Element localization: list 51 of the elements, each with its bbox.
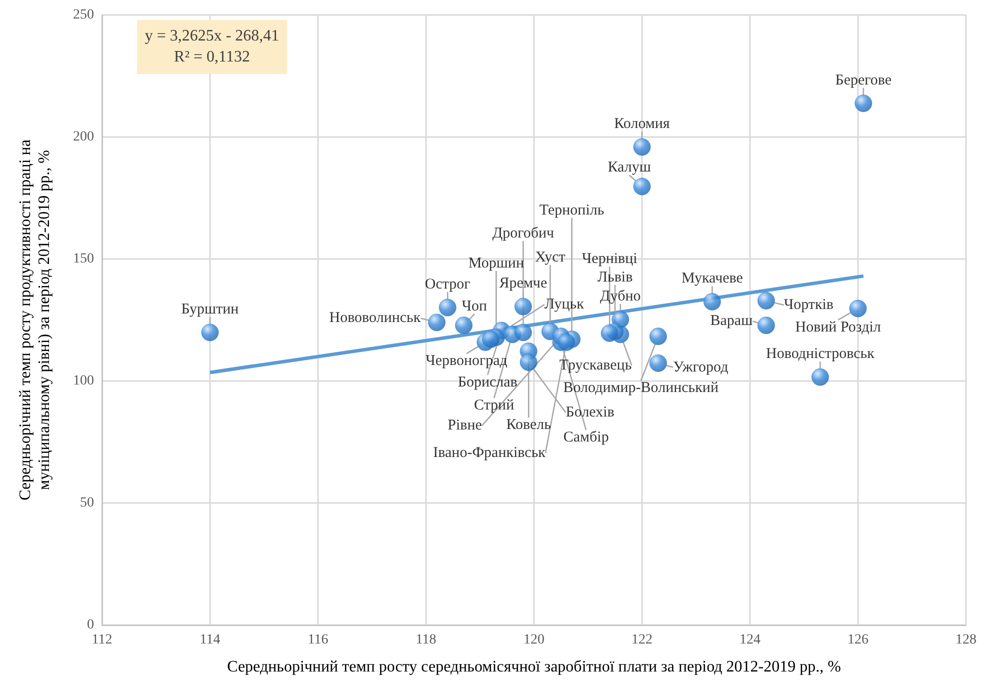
y-tick-label: 250	[73, 8, 94, 22]
data-label: Тернопіль	[539, 202, 604, 218]
data-label: Берегове	[835, 72, 892, 88]
x-axis-title: Середньорічний темп росту середньомісячної заробітної плати за період 2012-2019 рр., %	[227, 658, 841, 676]
data-label: Ковель	[506, 417, 552, 434]
x-tick-label: 128	[956, 632, 976, 648]
data-label: Болехів	[566, 404, 614, 421]
x-tick-label: 120	[524, 632, 544, 648]
data-label: Калуш	[608, 160, 652, 176]
y-tick-label: 100	[73, 374, 94, 388]
data-label: Володимир-Волинський	[563, 380, 718, 396]
data-label: Новодністровськ	[766, 346, 876, 362]
data-label: Бурштин	[181, 301, 239, 318]
data-label: Червоноград	[426, 353, 508, 370]
data-label: Вараш	[710, 313, 754, 330]
x-tick-label: 114	[200, 632, 220, 648]
x-tick-label: 112	[92, 632, 112, 648]
data-label: Дубно	[600, 288, 641, 305]
annotation: y = 3,2625x - 268,41	[144, 28, 280, 44]
data-label: Трускавець	[559, 357, 632, 374]
data-label: Моршин	[468, 255, 524, 272]
y-tick-label: 200	[73, 130, 94, 144]
data-label: Дрогобич	[492, 225, 555, 242]
x-tick-label: 118	[416, 632, 436, 648]
data-label: Коломия	[614, 116, 670, 132]
annotation: R² = 0,1132	[174, 48, 250, 66]
y-tick-label: 150	[73, 252, 94, 266]
data-label: Борислав	[458, 374, 518, 390]
data-label: Новий Розділ	[795, 319, 882, 336]
data-label: Самбір	[563, 430, 609, 446]
data-label: Львів	[597, 269, 633, 286]
data-label: Нововолинськ	[329, 310, 422, 326]
data-label: Яремче	[499, 276, 548, 292]
y-axis-title: Середньорічний темп росту продуктивності праці на муніципальному рівні) за період 2012-2019 рр., %	[17, 140, 53, 500]
y-tick-label: 0	[87, 618, 94, 632]
data-label: Мукачеве	[681, 270, 744, 287]
x-tick-label: 122	[632, 632, 652, 648]
data-label: Рівне	[448, 418, 482, 434]
data-label: Чоп	[462, 298, 488, 314]
y-tick-label: 50	[80, 496, 94, 510]
x-tick-label: 124	[740, 632, 760, 648]
data-label: Чернівці	[582, 251, 638, 268]
data-label: Луцьк	[544, 296, 585, 313]
data-label: Івано-Франківськ	[433, 444, 546, 461]
x-tick-label: 126	[848, 632, 868, 648]
data-label: Острог	[424, 276, 470, 293]
data-label: Ужгород	[673, 359, 729, 376]
data-label: Хуст	[535, 249, 566, 266]
data-label: Стрий	[474, 398, 514, 414]
data-label: Чортків	[784, 296, 834, 313]
x-tick-label: 116	[308, 632, 328, 648]
